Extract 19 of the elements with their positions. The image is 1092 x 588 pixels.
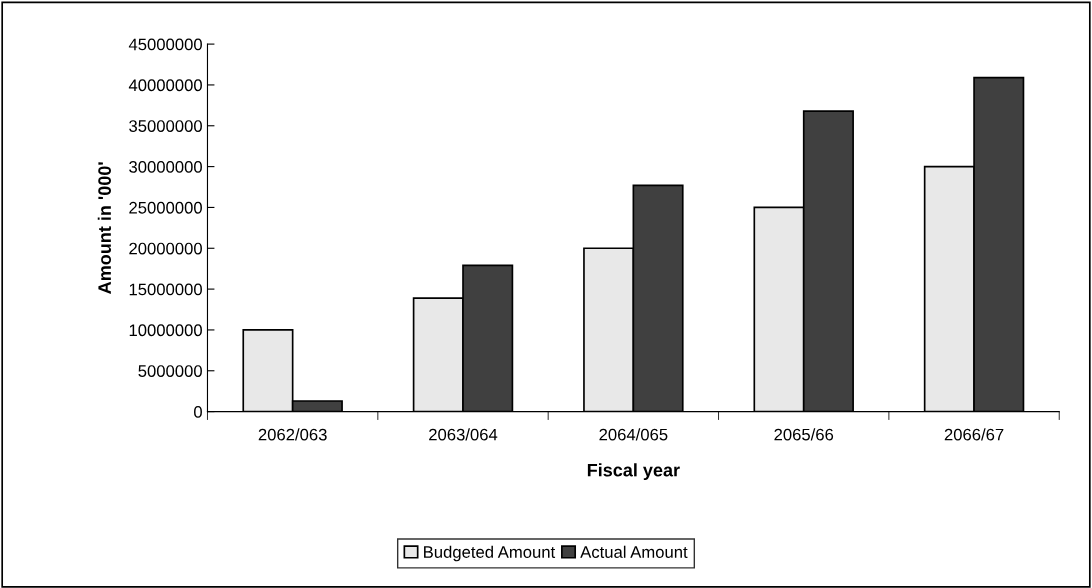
y-tick-label: 35000000: [129, 120, 202, 132]
y-tick-label: 20000000: [129, 242, 202, 255]
x-tick-label: 2066/67: [944, 428, 1004, 441]
y-tick-label: 30000000: [129, 161, 202, 173]
x-tick-label: 2062/063: [258, 428, 327, 441]
y-tick-label: 15000000: [129, 283, 202, 296]
x-tick-label: 2065/66: [774, 428, 834, 441]
y-tick-label: 0: [194, 406, 202, 418]
x-axis-title: Fiscal year: [587, 463, 680, 481]
x-tick-label: 2063/064: [429, 428, 498, 441]
y-tick-label: 25000000: [129, 201, 202, 214]
y-tick-label: 5000000: [138, 365, 202, 377]
y-tick-label: 40000000: [128, 79, 202, 92]
legend-label: Actual Amount: [580, 545, 688, 558]
y-tick-label: 10000000: [129, 324, 202, 337]
y-axis-title: Amount in '000': [97, 162, 112, 294]
legend-label: Budgeted Amount: [424, 545, 556, 562]
x-tick-label: 2064/065: [599, 428, 668, 441]
y-tick-label: 45000000: [128, 38, 202, 51]
